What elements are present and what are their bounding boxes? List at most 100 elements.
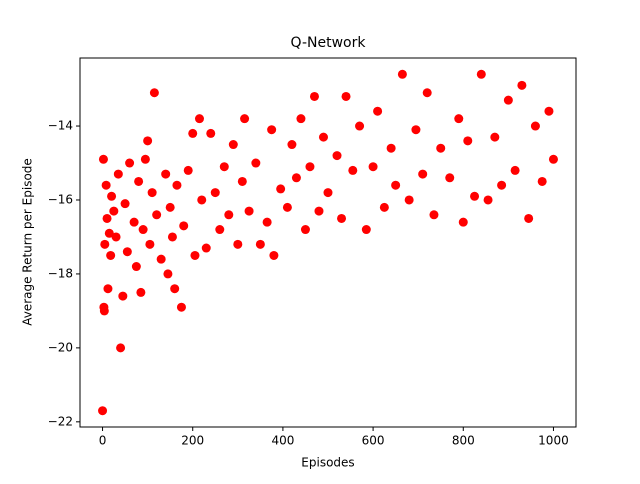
y-axis-label: Average Return per Episode xyxy=(21,158,35,326)
point xyxy=(98,154,108,164)
x-tick-label: 1000 xyxy=(538,434,569,448)
x-tick-label: 200 xyxy=(181,434,204,448)
point xyxy=(537,176,547,186)
point xyxy=(287,140,297,150)
point xyxy=(170,284,180,294)
point xyxy=(145,239,155,249)
point xyxy=(391,180,401,190)
point xyxy=(300,225,310,235)
point xyxy=(136,287,146,297)
point xyxy=(323,188,333,198)
point xyxy=(309,91,319,101)
point xyxy=(386,143,396,153)
point xyxy=(210,188,220,198)
point xyxy=(517,80,527,90)
point xyxy=(98,406,108,416)
point xyxy=(269,250,279,260)
point xyxy=(125,158,135,168)
point xyxy=(373,106,383,116)
point xyxy=(102,213,112,223)
point xyxy=(490,132,500,142)
point xyxy=(296,114,306,124)
point xyxy=(445,173,455,183)
point xyxy=(120,199,130,209)
point xyxy=(104,228,114,238)
point xyxy=(140,154,150,164)
point xyxy=(348,165,358,175)
point xyxy=(201,243,211,253)
point xyxy=(355,121,365,131)
point xyxy=(244,206,254,216)
point xyxy=(116,343,126,353)
point xyxy=(113,169,123,179)
point xyxy=(544,106,554,116)
point xyxy=(188,128,198,138)
point xyxy=(267,125,277,135)
point xyxy=(176,302,186,312)
point xyxy=(194,114,204,124)
point xyxy=(233,239,243,249)
point xyxy=(134,176,144,186)
x-axis-label: Episodes xyxy=(301,456,354,470)
point xyxy=(368,162,378,172)
point xyxy=(291,173,301,183)
point xyxy=(215,225,225,235)
point xyxy=(107,191,117,201)
point xyxy=(109,206,119,216)
point xyxy=(183,165,193,175)
point xyxy=(165,202,175,212)
point xyxy=(224,210,234,220)
y-tick-label: −14 xyxy=(48,119,73,133)
y-tick-label: −20 xyxy=(48,340,73,354)
point xyxy=(379,202,389,212)
point xyxy=(131,262,141,272)
point xyxy=(282,202,292,212)
point xyxy=(206,128,216,138)
point xyxy=(361,225,371,235)
point xyxy=(240,114,250,124)
point xyxy=(404,195,414,205)
point xyxy=(138,225,148,235)
point xyxy=(149,88,159,98)
x-tick-label: 600 xyxy=(362,434,385,448)
point xyxy=(190,250,200,260)
point xyxy=(262,217,272,227)
point xyxy=(129,217,139,227)
x-tick-label: 400 xyxy=(271,434,294,448)
point xyxy=(483,195,493,205)
point xyxy=(179,221,189,231)
point xyxy=(100,239,110,249)
x-tick-label: 800 xyxy=(452,434,475,448)
point xyxy=(111,232,121,242)
point xyxy=(305,162,315,172)
point xyxy=(503,95,513,105)
point xyxy=(422,88,432,98)
point xyxy=(103,284,113,294)
point xyxy=(106,250,116,260)
point xyxy=(172,180,182,190)
point xyxy=(476,69,486,79)
point xyxy=(510,165,520,175)
point xyxy=(530,121,540,131)
point xyxy=(470,191,480,201)
point xyxy=(548,154,558,164)
point xyxy=(397,69,407,79)
point xyxy=(147,188,157,198)
point xyxy=(255,239,265,249)
point xyxy=(454,114,464,124)
point xyxy=(411,125,421,135)
point xyxy=(429,210,439,220)
point xyxy=(99,306,109,316)
point xyxy=(156,254,166,264)
x-tick-label: 0 xyxy=(99,434,107,448)
point xyxy=(436,143,446,153)
y-tick-label: −18 xyxy=(48,266,73,280)
point xyxy=(524,213,534,223)
point xyxy=(161,169,171,179)
point xyxy=(341,91,351,101)
point xyxy=(143,136,153,146)
point xyxy=(458,217,468,227)
y-tick-label: −16 xyxy=(48,192,73,206)
